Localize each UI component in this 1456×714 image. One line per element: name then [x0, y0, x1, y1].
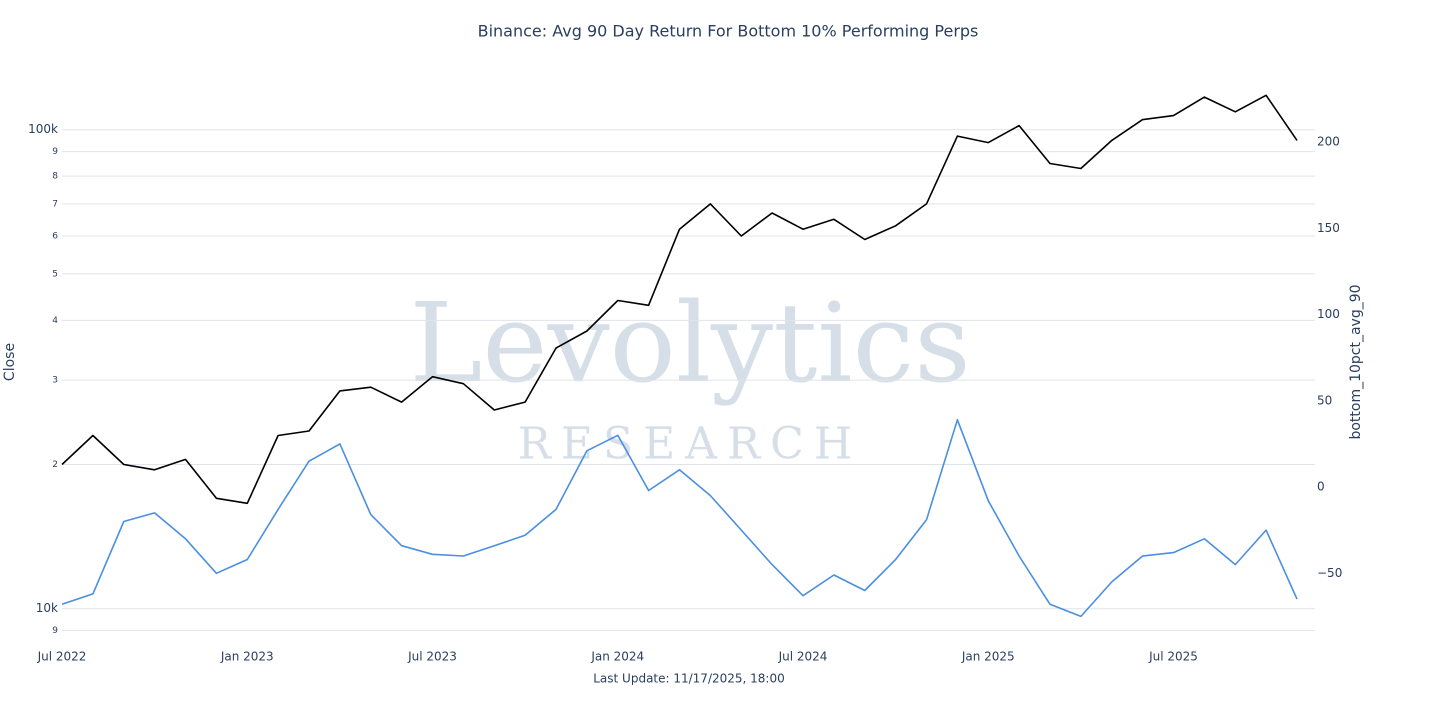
y-tick-label: 9: [52, 626, 58, 636]
y-tick-label: 9: [52, 147, 58, 157]
footer: Last Update: 11/17/2025, 18:00: [593, 672, 785, 686]
y-tick-label: 10k: [36, 601, 58, 615]
chart-title: Binance: Avg 90 Day Return For Bottom 10…: [478, 22, 979, 41]
y-tick-label: 5: [52, 269, 58, 279]
y2-tick-label: −50: [1317, 566, 1342, 580]
line-series: [61, 419, 1298, 618]
watermark-title: Levolytics: [409, 279, 970, 407]
y-tick-label: 8: [52, 172, 58, 182]
y2-axis-title: bottom_10pct_avg_90: [1348, 284, 1364, 439]
x-tick-label: Jul 2022: [37, 650, 87, 664]
x-tick-label: Jul 2023: [407, 650, 457, 664]
y-tick-label: 6: [52, 231, 58, 241]
y-tick-label: 7: [52, 199, 58, 209]
y-tick-label: 100k: [28, 122, 58, 136]
x-tick-label: Jul 2024: [778, 650, 828, 664]
y2-tick-label: 50: [1317, 393, 1332, 407]
y-axis-title: Close: [2, 343, 18, 381]
x-tick-label: Jan 2024: [590, 650, 644, 664]
y2-tick-label: 100: [1317, 307, 1340, 321]
watermark-subtitle: RESEARCH: [518, 419, 862, 470]
y-tick-label: 4: [52, 316, 58, 326]
y2-tick-label: 150: [1317, 221, 1340, 235]
x-tick-label: Jan 2025: [961, 650, 1015, 664]
y-tick-label: 2: [52, 460, 58, 470]
y-tick-label: 3: [52, 376, 58, 386]
x-tick-label: Jul 2025: [1148, 650, 1198, 664]
y2-tick-label: 0: [1317, 480, 1325, 494]
y2-tick-label: 200: [1317, 135, 1340, 149]
line-series: [61, 94, 1298, 505]
x-tick-label: Jan 2023: [220, 650, 274, 664]
